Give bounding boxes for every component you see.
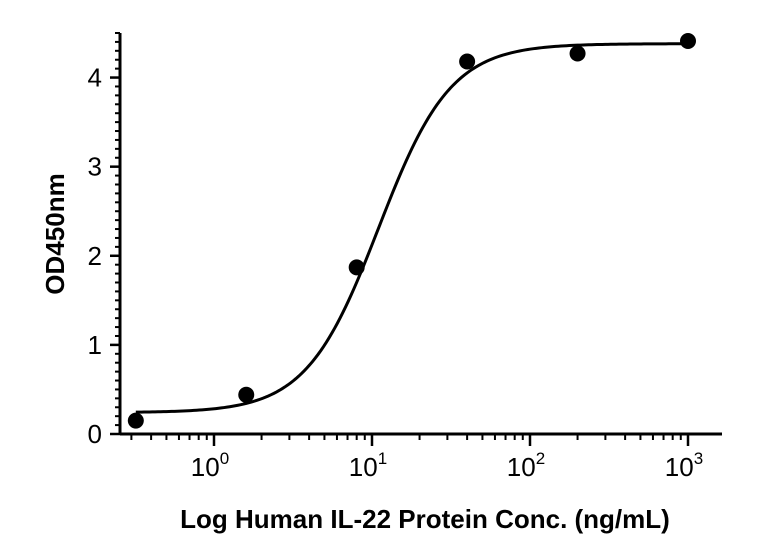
- y-tick-label: 4: [88, 63, 102, 93]
- x-tick-exponent: 1: [378, 449, 387, 468]
- x-tick-label: 103: [665, 449, 703, 482]
- x-tick-label: 102: [507, 449, 545, 482]
- y-axis: 0 1 2 3 4: [88, 32, 122, 449]
- data-points: [127, 33, 696, 429]
- data-point: [680, 33, 696, 50]
- y-tick-label: 0: [88, 419, 102, 449]
- data-point: [238, 386, 255, 403]
- x-tick-base: 10: [191, 452, 220, 482]
- data-point: [348, 259, 365, 276]
- x-tick-exponent: 2: [536, 449, 545, 468]
- fit-curve: [135, 42, 689, 414]
- x-tick-exponent: 0: [220, 449, 229, 468]
- x-tick-base: 10: [507, 452, 536, 482]
- x-tick-base: 10: [349, 452, 378, 482]
- y-axis-title: OD450nm: [40, 173, 70, 294]
- data-point: [569, 45, 586, 62]
- x-tick-base: 10: [665, 452, 694, 482]
- data-point: [459, 53, 476, 70]
- y-tick-label: 1: [88, 330, 102, 360]
- x-tick-label: 101: [349, 449, 387, 482]
- x-tick-exponent: 3: [694, 449, 703, 468]
- x-axis-title: Log Human IL-22 Protein Conc. (ng/mL): [180, 504, 670, 534]
- x-axis: 100 101 102 103: [120, 432, 722, 482]
- x-tick-label: 100: [191, 449, 229, 482]
- y-tick-label: 3: [88, 152, 102, 182]
- y-tick-label: 2: [88, 241, 102, 271]
- data-point: [127, 412, 144, 429]
